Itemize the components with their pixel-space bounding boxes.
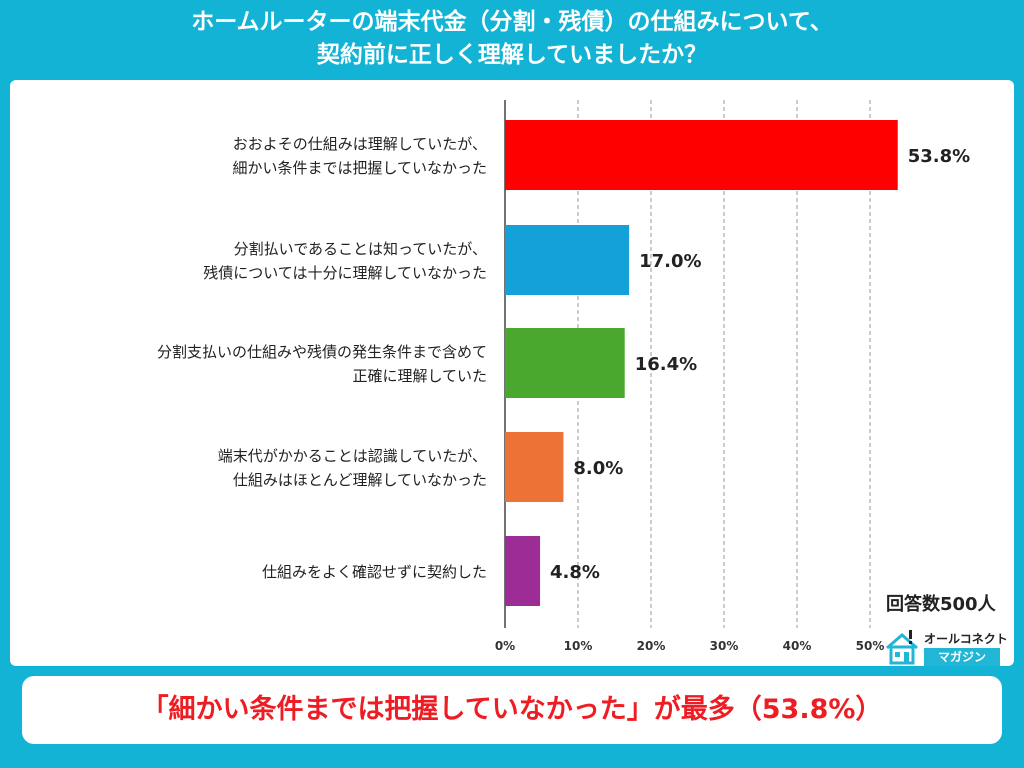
category-label: 仕組みをよく確認せずに契約した <box>262 563 487 581</box>
bar-value-label: 53.8% <box>908 146 970 167</box>
bar-value-label: 8.0% <box>573 458 623 479</box>
x-tick-label: 40% <box>783 639 812 653</box>
x-tick-label: 20% <box>637 639 666 653</box>
brand-logo: オールコネクト マガジン <box>878 626 1018 676</box>
category-label: 残債については十分に理解していなかった <box>203 264 487 282</box>
chart-panel: 0% 10% 20% 30% 40% 50% 53.8% おおよその仕組みは理解していたが、細… <box>10 80 1014 666</box>
summary-banner: 「細かい条件までは把握していなかった」が最多（53.8%） <box>22 676 1002 744</box>
x-tick-label: 0% <box>495 639 515 653</box>
category-label: おおよその仕組みは理解していたが、 <box>233 135 487 153</box>
meta-block: 回答数500人 オールコネクト マガジン <box>878 590 1018 666</box>
category-label: 細かい条件までは把握していなかった <box>232 159 487 177</box>
bar-4 <box>505 432 564 502</box>
x-tick-label: 50% <box>856 639 885 653</box>
category-label: 正確に理解していた <box>352 367 487 385</box>
bar-5 <box>505 536 541 606</box>
category-label: 仕組みはほとんど理解していなかった <box>233 471 487 489</box>
bar-value-label: 4.8% <box>550 562 600 583</box>
title-line-2: 契約前に正しく理解していましたか？ <box>316 42 708 68</box>
house-logo-icon <box>886 630 918 665</box>
category-label: 端末代がかかることは認識していたが、 <box>218 447 487 465</box>
category-label: 分割支払いの仕組みや残債の発生条件まで含めて <box>157 343 487 361</box>
title-line-1: ホームルーターの端末代金（分割・残債）の仕組みについて、 <box>191 9 833 35</box>
x-tick-label: 30% <box>710 639 739 653</box>
sample-size: 回答数500人 <box>886 594 996 615</box>
brand-name-top: オールコネクト <box>924 632 1008 646</box>
category-label: 分割払いであることは知っていたが、 <box>234 240 487 258</box>
bar-2 <box>505 225 630 295</box>
brand-name-bottom: マガジン <box>924 648 1000 666</box>
x-tick-label: 10% <box>564 639 593 653</box>
bar-value-label: 16.4% <box>635 354 697 375</box>
bar-value-label: 17.0% <box>639 251 701 272</box>
bar-1 <box>505 120 898 190</box>
bar-3 <box>505 328 625 398</box>
bar-chart: 0% 10% 20% 30% 40% 50% 53.8% おおよその仕組みは理解していたが、細… <box>157 100 970 653</box>
chart-title: ホームルーターの端末代金（分割・残債）の仕組みについて、 契約前に正しく理解して… <box>0 6 1024 72</box>
